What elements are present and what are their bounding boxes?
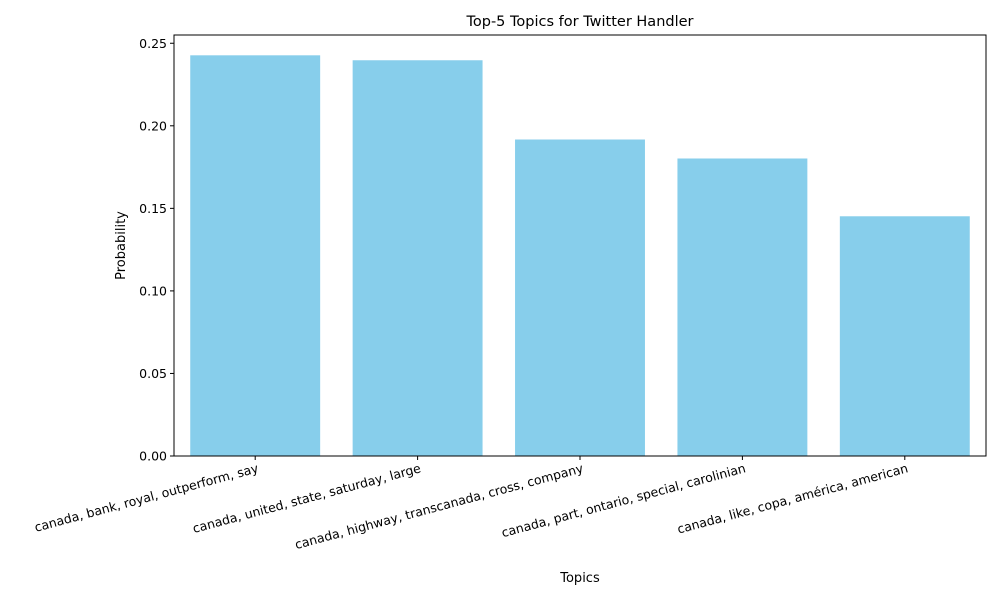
y-tick-label: 0.10: [139, 283, 167, 298]
y-tick-label: 0.00: [139, 449, 167, 464]
bars-group: [190, 55, 970, 456]
bar-1: [190, 55, 321, 456]
y-axis: 0.00 0.05 0.10 0.15 0.20 0.25: [139, 36, 174, 464]
bar-2: [352, 60, 483, 456]
chart-title: Top-5 Topics for Twitter Handler: [465, 14, 693, 30]
y-tick-label: 0.05: [139, 366, 167, 381]
y-tick-label: 0.15: [139, 201, 167, 216]
bar-3: [515, 139, 645, 456]
y-tick-label: 0.25: [139, 36, 167, 51]
y-tick-label: 0.20: [139, 118, 167, 133]
x-axis: canada, bank, royal, outperform, saycana…: [33, 456, 910, 552]
x-tick-label: canada, highway, transcanada, cross, com…: [293, 460, 585, 552]
bar-5: [839, 216, 970, 456]
y-axis-label: Probability: [114, 211, 129, 280]
x-axis-label: Topics: [559, 571, 600, 586]
bar-4: [677, 158, 808, 456]
